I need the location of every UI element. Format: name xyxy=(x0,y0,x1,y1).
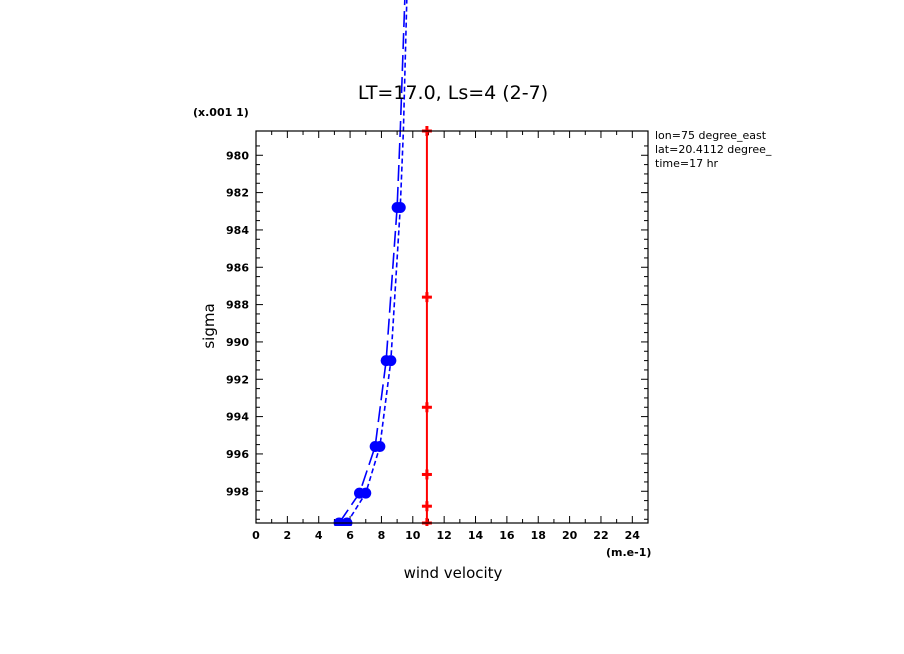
y-tick-label: 980 xyxy=(226,149,249,162)
x-tick-label: 24 xyxy=(625,529,641,542)
x-tick-label: 14 xyxy=(468,529,484,542)
info-lat: lat=20.4112 degree_ xyxy=(655,143,772,156)
series-group xyxy=(333,0,432,526)
x-tick-label: 18 xyxy=(531,529,546,542)
x-tick-label: 20 xyxy=(562,529,578,542)
plot-frame xyxy=(255,130,649,524)
chart-title: LT=17.0, Ls=4 (2-7) xyxy=(358,82,548,104)
y-tick-label: 998 xyxy=(226,485,249,498)
x-tick-label: 4 xyxy=(315,529,323,542)
y-tick-label: 990 xyxy=(226,336,249,349)
x-tick-label: 22 xyxy=(593,529,608,542)
info-time: time=17 hr xyxy=(655,157,719,170)
x-tick-label: 16 xyxy=(499,529,515,542)
y-tick-label: 986 xyxy=(226,261,249,274)
y-tick-label: 992 xyxy=(226,373,249,386)
axis-ticks: 0 2 4 6 8 10 12 14 16 18 20 22 249809829849869889909… xyxy=(226,131,648,542)
x-tick-label: 2 xyxy=(284,529,292,542)
x-tick-label: 12 xyxy=(437,529,452,542)
series-1-point xyxy=(385,355,397,367)
series-1-point xyxy=(360,487,372,499)
series-2 xyxy=(421,126,432,526)
y-tick-label: 994 xyxy=(226,411,249,424)
series-2-point xyxy=(421,501,432,512)
x-axis-label: wind velocity xyxy=(404,564,503,582)
series-1-point xyxy=(341,517,353,526)
series-0 xyxy=(333,0,406,526)
series-1-point xyxy=(374,440,386,452)
y-axis-label: sigma xyxy=(200,303,218,348)
x-tick-label: 8 xyxy=(378,529,386,542)
y-unit-label: (x.001 1) xyxy=(193,106,249,119)
series-2-point xyxy=(421,469,432,480)
y-tick-label: 988 xyxy=(226,299,249,312)
y-tick-label: 984 xyxy=(226,224,249,237)
series-2-point xyxy=(421,292,432,303)
x-tick-label: 6 xyxy=(346,529,354,542)
x-unit-label: (m.e-1) xyxy=(606,546,651,559)
x-tick-label: 0 xyxy=(252,529,260,542)
y-tick-label: 982 xyxy=(226,187,249,200)
series-2-point xyxy=(421,402,432,413)
series-1-point xyxy=(394,202,406,214)
info-lon: lon=75 degree_east xyxy=(655,129,767,142)
y-tick-label: 996 xyxy=(226,448,249,461)
x-tick-label: 10 xyxy=(405,529,421,542)
